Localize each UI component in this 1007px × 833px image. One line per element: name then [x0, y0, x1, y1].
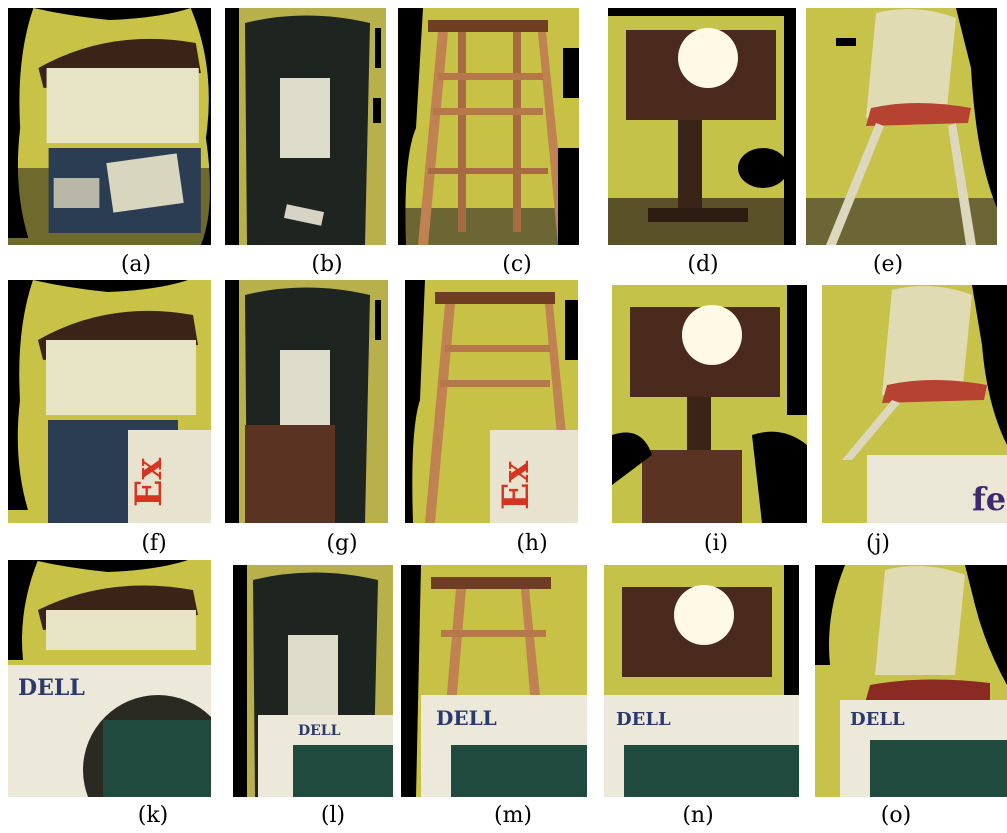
- panel-m-caption: (m): [493, 803, 533, 828]
- panel-l-caption: (l): [320, 803, 346, 828]
- panel-o-image: DELL: [815, 565, 1007, 797]
- panel-n-image: DELL: [604, 565, 799, 797]
- panel-g-image: [225, 280, 388, 523]
- panel-i-caption: (i): [703, 531, 729, 556]
- panel-b-caption: (b): [311, 252, 343, 277]
- panel-c-image: [398, 8, 579, 245]
- dell-logo-text: DELL: [616, 709, 671, 730]
- panel-g-caption: (g): [326, 531, 358, 556]
- panel-c-caption: (c): [502, 252, 532, 277]
- panel-f-caption: (f): [141, 531, 167, 556]
- panel-k-image: DELL: [8, 560, 211, 797]
- panel-i-image: [612, 285, 807, 523]
- panel-e-caption: (e): [872, 252, 904, 277]
- panel-f-image: Ex: [8, 280, 211, 523]
- panel-e-image: [806, 8, 997, 245]
- panel-a-caption: (a): [120, 252, 152, 277]
- panel-a-image: [8, 8, 211, 245]
- panel-k-caption: (k): [137, 803, 169, 828]
- panel-h-caption: (h): [516, 531, 548, 556]
- dell-logo-text: DELL: [18, 675, 85, 701]
- fedex-logo-text-alt: fed: [972, 480, 1007, 518]
- panel-j-caption: (j): [866, 531, 890, 556]
- panel-n-caption: (n): [682, 803, 714, 828]
- panel-d-caption: (d): [687, 252, 719, 277]
- dell-logo-text: DELL: [436, 706, 497, 730]
- panel-l-image: DELL: [233, 565, 393, 797]
- panel-h-image: Ex: [405, 280, 578, 523]
- fedex-logo-text: Ex: [495, 461, 537, 510]
- fedex-logo-text: Ex: [128, 458, 170, 507]
- panel-o-caption: (o): [880, 803, 912, 828]
- panel-d-image: [608, 8, 796, 245]
- dell-logo-text: DELL: [850, 709, 905, 730]
- dell-logo-text: DELL: [298, 723, 341, 739]
- panel-j-image: fed: [822, 285, 1007, 523]
- panel-b-image: [225, 8, 386, 245]
- panel-m-image: DELL: [401, 565, 587, 797]
